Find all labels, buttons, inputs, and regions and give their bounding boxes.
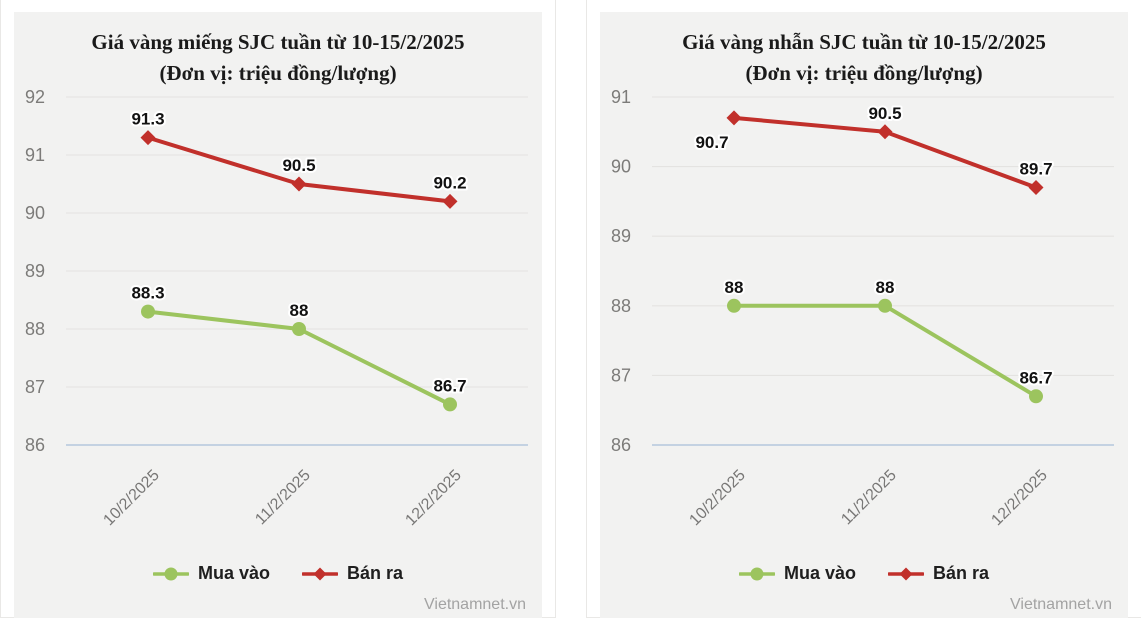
buy-data-point	[443, 397, 457, 412]
sell-data-point	[877, 124, 893, 140]
gold-bar-chart-panel: Giá vàng miếng SJC tuần từ 10-15/2/2025 …	[14, 12, 542, 618]
sell-data-point	[726, 110, 742, 126]
sell-data-point	[1028, 179, 1044, 195]
chart-title: Giá vàng nhẫn SJC tuần từ 10-15/2/2025	[682, 30, 1046, 54]
gold-ring-chart-card: Giá vàng nhẫn SJC tuần từ 10-15/2/2025 (…	[586, 0, 1141, 618]
line-chart-plot: 92 91 90 89 88 87 86 10/2/2025 11/2/2025 12/2/202…	[14, 12, 542, 618]
buy-data-point	[878, 298, 892, 313]
x-tick-label: 12/2/2025	[402, 467, 464, 529]
value-label: 90.7	[695, 133, 728, 152]
sell-series-marker-icon	[888, 566, 924, 582]
legend-item-buy[interactable]: Mua vào	[152, 563, 270, 584]
gold-ring-chart-panel: Giá vàng nhẫn SJC tuần từ 10-15/2/2025 (…	[600, 12, 1128, 618]
legend-label-buy: Mua vào	[197, 563, 270, 583]
y-tick-label: 89	[611, 226, 631, 246]
sell-data-point	[291, 176, 307, 192]
buy-series-marker-icon	[738, 566, 775, 582]
watermark: Vietnamnet.vn	[1010, 596, 1112, 613]
sell-series-marker-icon	[302, 566, 338, 582]
buy-series-line	[732, 303, 1038, 399]
chart-header: Giá vàng nhẫn SJC tuần từ 10-15/2/2025 (…	[600, 27, 1128, 89]
value-label: 91.3	[131, 110, 164, 129]
watermark: Vietnamnet.vn	[424, 596, 526, 613]
legend-label-sell: Bán ra	[933, 563, 990, 583]
chart-subtitle: (Đơn vị: triệu đồng/lượng)	[159, 61, 397, 85]
chart-title: Giá vàng miếng SJC tuần từ 10-15/2/2025	[91, 30, 465, 54]
chart-header: Giá vàng miếng SJC tuần từ 10-15/2/2025 …	[14, 27, 542, 89]
sell-data-point	[140, 130, 156, 146]
y-tick-label: 91	[611, 87, 631, 107]
value-label: 88	[876, 278, 895, 297]
value-label: 88.3	[131, 284, 164, 303]
value-label: 86.7	[433, 376, 466, 395]
y-tick-label: 90	[611, 157, 631, 177]
buy-data-point	[141, 304, 155, 319]
x-tick-label: 11/2/2025	[838, 467, 900, 529]
y-tick-label: 88	[611, 296, 631, 316]
x-tick-label: 11/2/2025	[252, 467, 314, 529]
value-label: 90.5	[282, 156, 315, 175]
buy-data-point	[727, 298, 741, 313]
y-tick-label: 87	[611, 365, 631, 385]
legend-item-sell[interactable]: Bán ra	[888, 563, 989, 584]
buy-data-point	[1029, 389, 1043, 404]
chart-canvas: 92 91 90 89 88 87 86 10/2/2025 11/2/2025 12/2/202…	[25, 87, 528, 529]
chart-legend: Mua vào Bán ra	[14, 563, 542, 584]
x-tick-label: 12/2/2025	[988, 467, 1050, 529]
value-label: 88	[290, 301, 309, 320]
chart-canvas: 91 90 89 88 87 86 10/2/2025 11/2/2025 12/2/2025 8…	[611, 87, 1114, 529]
legend-label-buy: Mua vào	[783, 563, 856, 583]
y-tick-label: 90	[25, 203, 45, 223]
legend-item-sell[interactable]: Bán ra	[302, 563, 403, 584]
value-label: 90.5	[868, 104, 901, 123]
chart-legend: Mua vào Bán ra	[600, 563, 1128, 584]
x-tick-label: 10/2/2025	[100, 467, 162, 529]
y-tick-label: 91	[25, 145, 45, 165]
value-label: 86.7	[1019, 368, 1052, 387]
y-tick-label: 88	[25, 319, 45, 339]
chart-subtitle: (Đơn vị: triệu đồng/lượng)	[745, 61, 983, 85]
legend-label-sell: Bán ra	[347, 563, 404, 583]
buy-data-point	[292, 322, 306, 336]
buy-series-marker-icon	[152, 566, 189, 582]
value-label: 89.7	[1019, 159, 1052, 178]
line-chart-plot: 91 90 89 88 87 86 10/2/2025 11/2/2025 12/2/2025 8…	[600, 12, 1128, 618]
y-tick-label: 89	[25, 261, 45, 281]
y-tick-label: 86	[25, 435, 45, 455]
gold-bar-chart-card: Giá vàng miếng SJC tuần từ 10-15/2/2025 …	[0, 0, 556, 618]
sell-data-point	[442, 193, 458, 209]
y-tick-label: 92	[25, 87, 45, 107]
value-label: 90.2	[433, 173, 466, 192]
y-tick-label: 86	[611, 435, 631, 455]
value-label: 88	[725, 278, 744, 297]
y-tick-label: 87	[25, 377, 45, 397]
legend-item-buy[interactable]: Mua vào	[738, 563, 856, 584]
x-tick-label: 10/2/2025	[686, 467, 748, 529]
